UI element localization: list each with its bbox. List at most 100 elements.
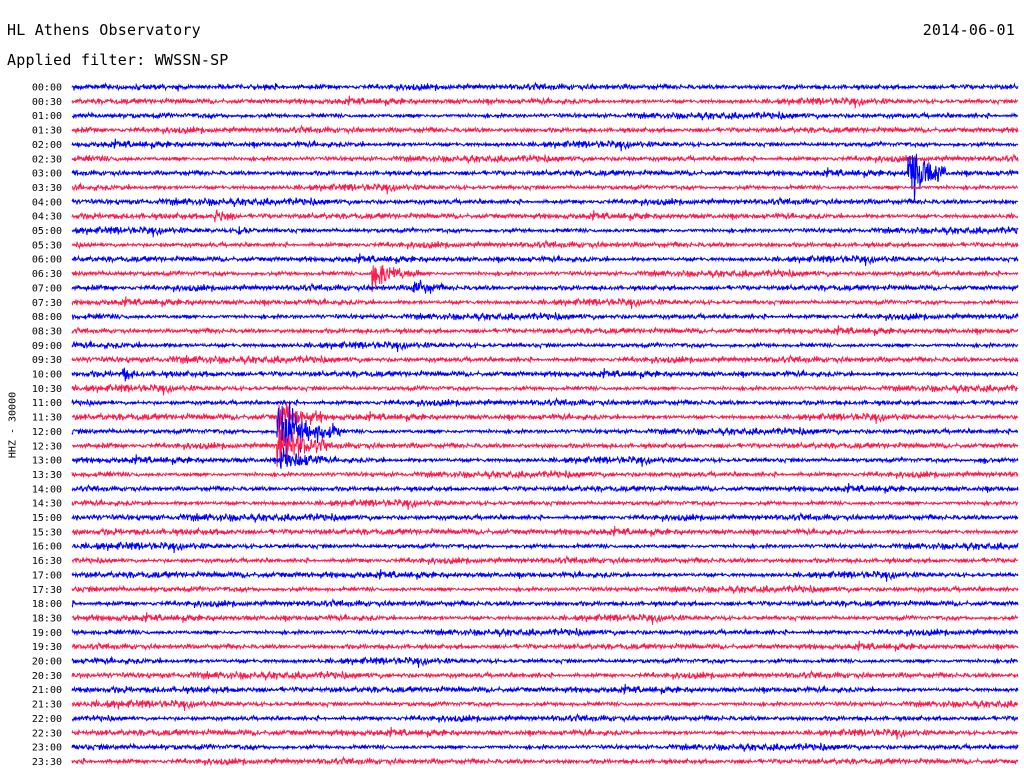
time-label-2330: 23:30: [32, 757, 62, 768]
time-label-2230: 22:30: [32, 728, 62, 739]
time-label-1200: 12:00: [32, 427, 62, 438]
trace-0030: [71, 95, 1019, 109]
trace-1100: [71, 397, 1019, 408]
trace-2230: [71, 726, 1019, 740]
time-label-1600: 16:00: [32, 542, 62, 553]
trace-1530: [71, 525, 1019, 538]
trace-2030: [71, 669, 1019, 681]
time-label-0630: 06:30: [32, 269, 62, 280]
seismic-traces: [71, 81, 1019, 767]
time-label-1530: 15:30: [32, 527, 62, 538]
time-label-2100: 21:00: [32, 685, 62, 696]
trace-0430: [71, 208, 1018, 223]
trace-1500: [71, 511, 1019, 523]
trace-1600: [71, 541, 1019, 554]
date-label: 2014-06-01: [922, 21, 1015, 39]
time-label-0130: 01:30: [32, 126, 62, 137]
trace-0330: [71, 182, 1019, 195]
trace-1930: [71, 640, 1019, 652]
trace-2300: [71, 742, 1019, 752]
trace-0530: [71, 239, 1019, 250]
trace-1830: [71, 612, 1018, 625]
time-label-2030: 20:30: [32, 671, 62, 682]
time-label-1000: 10:00: [32, 370, 62, 381]
trace-1300: [71, 447, 1019, 469]
time-label-2300: 23:00: [32, 743, 62, 754]
time-label-1130: 11:30: [32, 413, 62, 424]
trace-1000: [71, 367, 1019, 382]
time-label-1700: 17:00: [32, 570, 62, 581]
time-label-2130: 21:30: [32, 700, 62, 711]
trace-0400: [71, 196, 1019, 207]
trace-0600: [71, 253, 1019, 267]
time-label-0430: 04:30: [32, 212, 62, 223]
trace-0100: [71, 111, 1019, 121]
filter-label: Applied filter: WWSSN-SP: [7, 51, 229, 69]
trace-0500: [71, 225, 1019, 238]
trace-2100: [71, 683, 1019, 696]
time-label-0530: 05:30: [32, 240, 62, 251]
trace-0800: [71, 312, 1019, 322]
time-label-0000: 00:00: [32, 83, 62, 94]
trace-1330: [71, 469, 1019, 480]
trace-0200: [71, 138, 1019, 152]
trace-1030: [71, 383, 1019, 396]
trace-1230: [71, 427, 1019, 467]
time-label-0300: 03:00: [32, 169, 62, 180]
time-label-1300: 13:00: [32, 456, 62, 467]
trace-0630: [71, 265, 1019, 293]
time-label-0830: 08:30: [32, 326, 62, 337]
time-label-1800: 18:00: [32, 599, 62, 610]
time-label-0800: 08:00: [32, 312, 62, 323]
time-label-0900: 09:00: [32, 341, 62, 352]
time-label-1230: 12:30: [32, 441, 62, 452]
time-label-0230: 02:30: [32, 154, 62, 165]
trace-0000: [71, 81, 1019, 92]
time-label-0200: 02:00: [32, 140, 62, 151]
trace-0230: [71, 153, 1019, 164]
time-label-0400: 04:00: [32, 197, 62, 208]
time-label-0600: 06:00: [32, 255, 62, 266]
time-label-1330: 13:30: [32, 470, 62, 481]
trace-1730: [71, 584, 1019, 595]
time-label-1030: 10:30: [32, 384, 62, 395]
trace-0700: [71, 279, 1019, 294]
trace-0900: [71, 339, 1019, 353]
trace-1700: [71, 569, 1019, 582]
time-label-0330: 03:30: [32, 183, 62, 194]
trace-2130: [71, 698, 1019, 712]
time-label-0930: 09:30: [32, 355, 62, 366]
trace-0830: [71, 325, 1019, 337]
trace-1200: [71, 400, 1019, 464]
time-label-1930: 19:30: [32, 642, 62, 653]
trace-0930: [71, 354, 1019, 365]
trace-1130: [71, 402, 1019, 432]
time-label-2200: 22:00: [32, 714, 62, 725]
station-title: HL Athens Observatory: [7, 21, 201, 39]
trace-2330: [71, 755, 1019, 767]
time-label-0100: 01:00: [32, 111, 62, 122]
trace-2000: [71, 655, 1019, 668]
trace-2200: [71, 712, 1019, 724]
trace-1630: [71, 554, 1019, 566]
time-label-0500: 05:00: [32, 226, 62, 237]
time-label-0030: 00:30: [32, 97, 62, 108]
time-label-0700: 07:00: [32, 283, 62, 294]
trace-0300: [71, 153, 1019, 201]
time-label-0730: 07:30: [32, 298, 62, 309]
time-label-1500: 15:00: [32, 513, 62, 524]
time-label-1430: 14:30: [32, 499, 62, 510]
time-label-1100: 11:00: [32, 398, 62, 409]
time-label-1730: 17:30: [32, 585, 62, 596]
time-label-1630: 16:30: [32, 556, 62, 567]
trace-1430: [71, 498, 1019, 511]
time-labels: 00:00 00:30 01:00 01:30 02:00 02:30 03:00 03:30…: [32, 83, 62, 768]
time-label-1830: 18:30: [32, 613, 62, 624]
trace-1400: [71, 482, 1019, 494]
trace-1800: [71, 598, 1019, 609]
time-label-1900: 19:00: [32, 628, 62, 639]
time-label-1400: 14:00: [32, 484, 62, 495]
trace-0130: [71, 124, 1019, 135]
trace-0730: [71, 296, 1019, 310]
